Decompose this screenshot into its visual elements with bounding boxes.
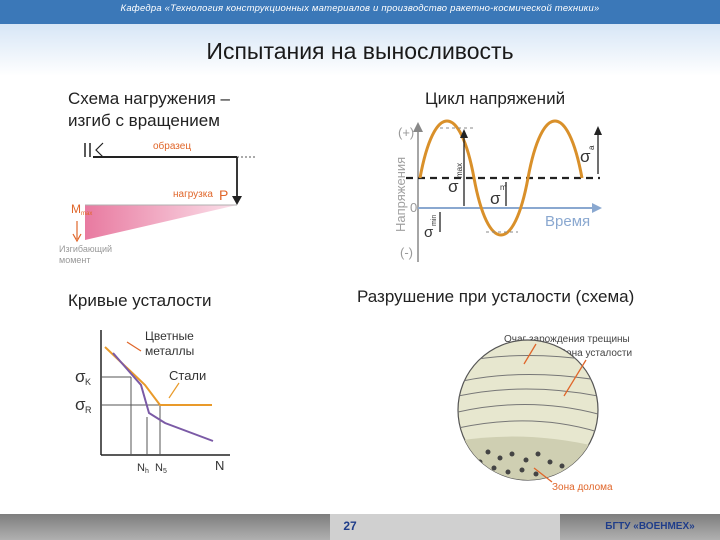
page-number: 27 [343,519,357,533]
fracture-scheme: Очаг зарождения трещины Зона усталости З… [457,334,632,493]
rough-texture [505,469,511,475]
label-minus: (-) [400,245,413,260]
label-smean-sub: m [500,183,507,192]
department-title: Кафедра «Технология конструкционных мате… [120,3,600,14]
moment-arrow-head [72,233,82,243]
loading-caption-line1: Схема нагружения – [68,89,230,108]
beach-mark [458,404,598,415]
top-bar [0,0,720,24]
rough-texture [497,455,503,461]
label-Nh: N [137,462,145,474]
rough-texture [533,471,539,477]
label-plus: (+) [398,125,414,140]
break-zone-pointer [533,467,553,483]
fatigue-caption: Кривые усталости [68,291,212,310]
label-steels: Стали [169,368,206,383]
y-axis-arrow [413,122,423,132]
label-fatigue-zone: Зона усталости [560,348,632,359]
label-load: нагрузка [173,189,213,200]
header-band [0,24,720,76]
rough-texture [523,457,529,463]
load-arrow-head [232,196,242,205]
beach-mark [458,420,598,433]
label-smax-sub: max [455,163,464,178]
label-smin: σ [424,224,434,241]
rough-texture [547,459,553,465]
rough-texture [509,451,515,457]
rough-texture [491,465,497,471]
label-time: Время [545,213,590,230]
stress-wave [418,119,584,237]
loading-caption-line2: изгиб с вращением [68,111,220,130]
loading-scheme: образец нагрузка P M max Изгибающий моме… [59,140,255,265]
label-origin: Очаг зарождения трещины [504,334,630,345]
fracture-caption: Разрушение при усталости (схема) [357,287,635,306]
fatigue-curves-diagram: N σ K σ R Цветные металлы Стали N h N 5 [75,329,230,475]
label-sa: σ [580,147,591,166]
smax-arrow [460,129,468,138]
label-axis-y: Напряжения [393,157,408,232]
label-sk: σ [75,367,86,386]
rough-texture [535,451,541,457]
label-colored-metals-2: металлы [145,344,194,358]
slide-title: Испытания на выносливость [206,38,514,64]
label-sr: σ [75,395,86,414]
steels-pointer [168,382,180,399]
rough-texture [485,449,491,455]
label-M-sub: max [81,211,92,217]
rough-texture [519,467,525,473]
label-M: M [71,202,81,216]
label-sk-sub: K [85,377,91,387]
label-Ns-sub: 5 [163,468,167,475]
label-P: P [219,187,228,203]
time-axis-arrow [592,203,602,213]
bending-moment-diagram [85,205,237,240]
institution-name: БГТУ «ВОЕНМЕХ» [605,521,695,532]
label-moment-1: Изгибающий [59,244,112,254]
rotation-arrow-icon [95,142,104,158]
label-colored-metals-1: Цветные [145,329,194,343]
footer-middle [330,514,560,540]
label-smin-sub: min [431,215,438,226]
label-N: N [215,458,224,473]
rough-texture [477,459,483,465]
fatigue-zone-pointer [563,359,587,397]
label-sr-sub: R [85,405,92,415]
origin-pointer [523,343,537,365]
label-smean: σ [490,189,501,208]
colored-metals-curve [112,352,214,442]
label-sa-sub: a [587,145,596,150]
label-Ns: N [155,462,163,474]
label-specimen: образец [153,140,191,152]
amplitude-arrow [594,126,602,135]
label-Nh-sub: h [145,468,149,475]
stress-cycle-diagram: (+) (-) 0 Напряжения Время σ max σ min σ… [393,119,602,262]
label-moment-2: момент [59,255,90,265]
label-zero: 0 [410,200,417,215]
cycle-caption: Цикл напряжений [425,89,566,108]
beach-mark [458,388,598,397]
rough-texture [559,463,565,469]
colored-metals-pointer [126,341,142,352]
beach-mark [458,374,598,383]
label-break-zone: Зона долома [552,482,613,493]
label-smax: σ [448,177,459,196]
